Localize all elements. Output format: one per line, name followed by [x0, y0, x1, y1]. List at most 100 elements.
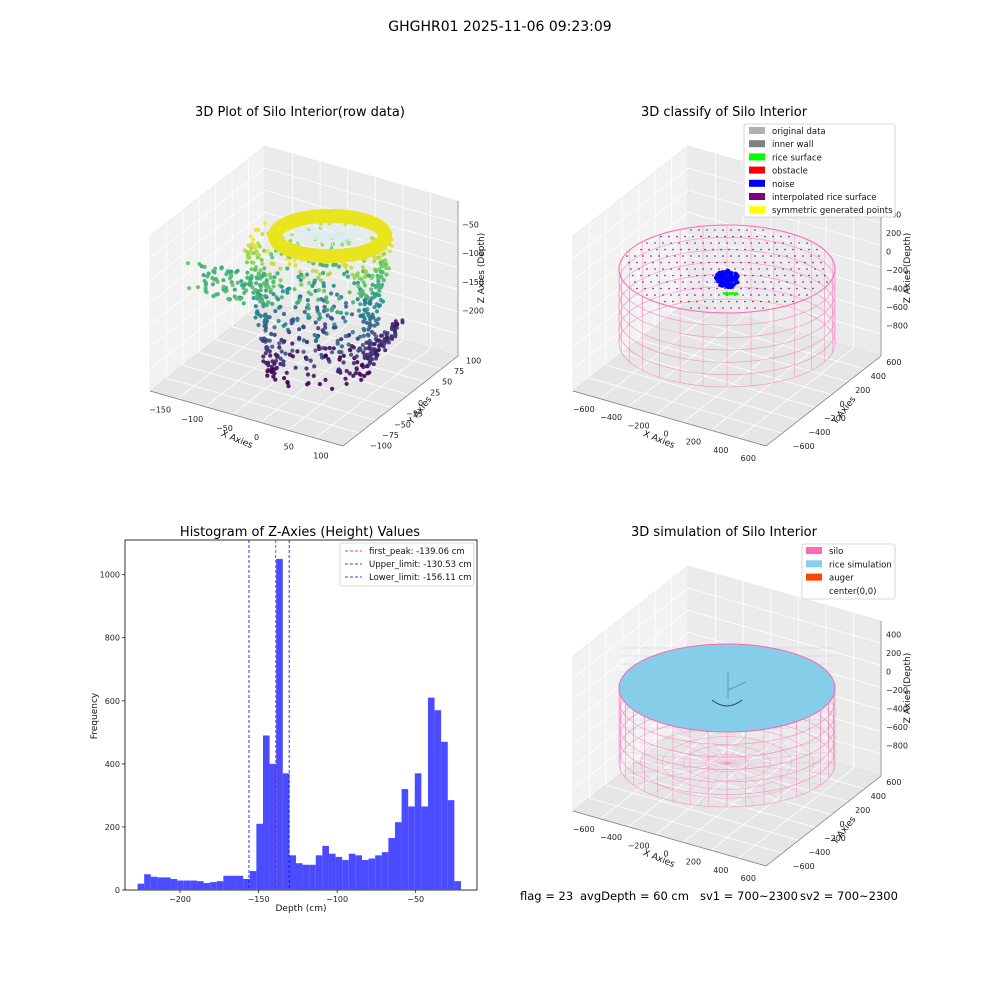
- tick-label: −400: [600, 413, 622, 422]
- interpolated-point: [676, 261, 678, 264]
- data-point: [317, 312, 322, 317]
- data-point: [304, 366, 309, 371]
- interpolated-point: [762, 307, 764, 309]
- tick-label: 25: [430, 388, 440, 397]
- histogram-bar: [243, 878, 250, 890]
- tick-label: −400: [886, 705, 908, 714]
- interpolated-point: [706, 229, 708, 231]
- gridline: [710, 339, 827, 431]
- interpolated-point: [716, 235, 718, 238]
- interpolated-point: [756, 287, 758, 290]
- data-point: [307, 280, 312, 286]
- gridline: [687, 256, 882, 313]
- interpolated-point: [654, 294, 656, 296]
- data-point: [203, 281, 209, 286]
- interpolated-point: [674, 255, 676, 257]
- rim-fill-point: [316, 222, 331, 237]
- interpolated-point: [676, 287, 678, 290]
- interpolated-point: [692, 287, 694, 290]
- data-point: [253, 227, 258, 233]
- noise-point: [730, 279, 734, 283]
- data-point: [293, 263, 298, 268]
- data-point: [365, 295, 370, 300]
- interpolated-point: [780, 287, 782, 290]
- gridline: [605, 784, 799, 841]
- interpolated-point: [740, 235, 742, 238]
- interpolated-point: [650, 281, 652, 283]
- data-point: [308, 358, 313, 363]
- data-point: [372, 331, 377, 336]
- interpolated-point: [740, 287, 742, 290]
- data-point: [245, 250, 250, 255]
- gridline: [627, 316, 744, 408]
- gridline: [738, 767, 854, 859]
- data-point: [343, 301, 349, 306]
- tick-label: 200: [886, 649, 901, 658]
- data-point: [365, 332, 370, 337]
- data-point: [265, 249, 271, 254]
- interpolated-point: [700, 235, 702, 238]
- rim-fill-point: [295, 235, 331, 245]
- rim-points: [268, 209, 392, 263]
- status-sv1: sv1 = 700~2300: [700, 889, 798, 903]
- legend-frame: [339, 542, 475, 587]
- interpolated-point: [748, 261, 750, 264]
- data-point: [355, 360, 360, 365]
- rim-fill-point: [329, 235, 344, 250]
- legend-label: first_peak: -139.06 cm: [369, 547, 465, 557]
- panel-classify-3d: 3D classify of Silo Interior −600 −400 −20…: [572, 105, 913, 463]
- interpolated-point: [702, 294, 704, 296]
- interpolated-point: [700, 287, 702, 290]
- interpolated-point: [784, 274, 786, 277]
- data-point: [360, 342, 365, 348]
- silo-floor-spoke: [726, 762, 782, 802]
- data-point: [377, 303, 382, 308]
- histogram-bar: [434, 710, 442, 890]
- histogram-bar: [236, 875, 244, 890]
- histogram-bar: [249, 871, 257, 890]
- interpolated-point: [692, 261, 694, 264]
- data-point: [247, 282, 252, 287]
- interpolated-point: [762, 229, 764, 231]
- histogram-bar: [190, 880, 197, 890]
- interpolated-point: [688, 248, 690, 251]
- data-point: [262, 266, 267, 271]
- panel4-legend: silo rice simulation auger center(0,0): [801, 543, 896, 600]
- interpolated-point: [818, 281, 820, 283]
- silo-floor-spoke: [672, 724, 728, 764]
- histogram-bar: [210, 882, 217, 890]
- legend-swatch: [749, 127, 765, 134]
- data-point: [330, 306, 335, 311]
- tick-label: 200: [686, 438, 701, 447]
- gridline: [655, 326, 849, 383]
- data-point: [258, 314, 263, 319]
- data-point: [375, 338, 380, 343]
- legend-label: interpolated rice surface: [772, 193, 877, 203]
- rim-fill-point: [329, 232, 372, 237]
- data-point: [313, 320, 318, 325]
- interpolated-point: [644, 261, 646, 264]
- legend-swatch: [749, 140, 765, 148]
- data-point: [374, 349, 379, 354]
- auger-arm: [727, 681, 747, 691]
- interpolated-point: [820, 261, 822, 264]
- data-point: [341, 315, 346, 320]
- interpolated-point: [668, 287, 670, 290]
- data-point: [316, 288, 321, 293]
- data-point: [372, 323, 377, 328]
- interpolated-point: [678, 294, 680, 296]
- interpolated-point: [790, 268, 792, 270]
- panel4-silo-wireframe: [618, 643, 836, 808]
- histogram-bar: [229, 875, 237, 890]
- tick-label: −600: [793, 862, 815, 871]
- data-point: [359, 277, 364, 282]
- interpolated-point: [750, 268, 752, 270]
- data-point: [329, 350, 335, 355]
- data-point: [221, 278, 226, 283]
- data-point: [331, 283, 336, 288]
- data-point: [318, 278, 323, 283]
- interpolated-point: [782, 268, 784, 270]
- tick-label: 100: [313, 451, 328, 460]
- interpolated-point: [760, 248, 762, 251]
- data-point: [337, 357, 342, 362]
